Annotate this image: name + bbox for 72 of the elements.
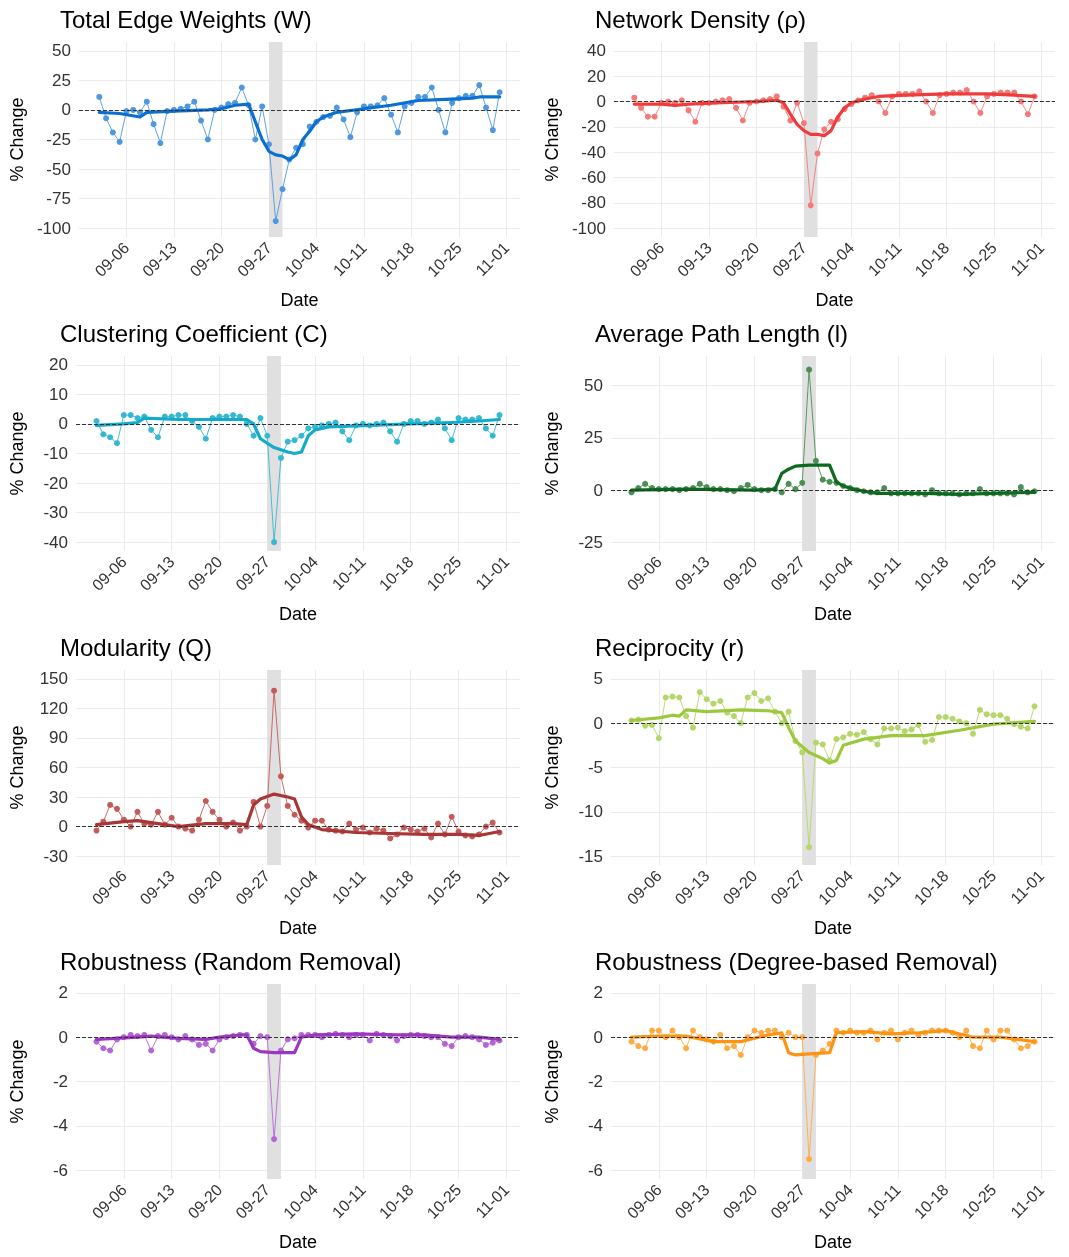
x-axis-title: Date: [813, 918, 853, 938]
y-tick-label: -20: [43, 473, 68, 493]
y-tick-label: -4: [587, 1116, 603, 1136]
y-axis-title: % Change: [542, 97, 562, 182]
y-tick-label: -2: [52, 1072, 68, 1091]
y-tick-label: 25: [52, 70, 71, 90]
y-tick-label: 25: [584, 428, 603, 448]
y-tick-label: -100: [36, 218, 71, 238]
y-tick-label: -25: [46, 130, 71, 149]
y-tick-label: -30: [43, 503, 68, 523]
y-tick-label: 0: [61, 100, 71, 120]
x-axis-title: Date: [278, 918, 318, 938]
y-tick-label: 0: [58, 414, 68, 434]
y-axis-title: % Change: [7, 411, 27, 496]
y-tick-label: 0: [593, 1027, 603, 1047]
y-tick-label: -10: [43, 444, 68, 463]
y-tick-label: 0: [593, 713, 603, 733]
y-tick-label: -60: [581, 167, 606, 187]
y-tick-label: -15: [578, 846, 603, 866]
y-tick-label: 20: [49, 355, 68, 375]
chart-title: Robustness (Degree-based Removal): [595, 947, 998, 975]
y-tick-label: -20: [581, 117, 606, 137]
y-axis-title: % Change: [7, 97, 27, 182]
y-tick-label: 50: [584, 375, 603, 395]
y-axis-title: % Change: [7, 1039, 27, 1124]
y-tick-label: -6: [52, 1160, 68, 1180]
chart-title: Modularity (Q): [60, 633, 213, 661]
y-tick-label: 50: [52, 41, 71, 61]
chart-title: Average Path Length (l): [595, 319, 849, 347]
x-axis-title: Date: [278, 1232, 318, 1252]
y-tick-label: -30: [43, 846, 68, 866]
y-tick-label: 90: [49, 728, 68, 748]
y-tick-label: 0: [596, 92, 606, 112]
chart-title: Network Density (ρ): [595, 5, 807, 33]
y-tick-label: 0: [58, 1027, 68, 1047]
y-tick-label: 120: [39, 698, 68, 718]
y-tick-label: 40: [587, 41, 606, 61]
y-tick-label: -50: [46, 159, 71, 179]
y-tick-label: 0: [58, 817, 68, 837]
y-tick-label: -75: [46, 189, 71, 209]
y-tick-label: 2: [58, 983, 68, 1003]
x-axis-title: Date: [813, 604, 853, 624]
y-tick-label: -80: [581, 193, 606, 213]
y-tick-label: -10: [578, 802, 603, 822]
y-tick-label: 30: [49, 787, 68, 807]
x-axis-title: Date: [815, 290, 854, 310]
y-axis-title: % Change: [542, 411, 562, 496]
y-tick-label: -5: [587, 758, 603, 777]
y-tick-label: -6: [587, 1160, 603, 1180]
x-axis-title: Date: [278, 604, 318, 624]
y-tick-label: 5: [593, 669, 603, 689]
y-tick-label: -25: [578, 533, 603, 553]
y-tick-label: 10: [49, 384, 68, 404]
y-tick-label: 2: [593, 983, 603, 1003]
y-tick-label: -100: [571, 218, 606, 238]
y-axis-title: % Change: [7, 725, 27, 810]
chart-title: Robustness (Random Removal): [60, 947, 402, 975]
y-tick-label: 0: [593, 480, 603, 500]
y-axis-title: % Change: [542, 725, 562, 810]
y-tick-label: -40: [43, 532, 68, 552]
x-axis-title: Date: [813, 1232, 853, 1252]
y-axis-title: % Change: [542, 1039, 562, 1124]
y-tick-label: -40: [581, 142, 606, 162]
y-tick-label: -4: [52, 1116, 68, 1136]
y-tick-label: 60: [49, 758, 68, 777]
y-tick-label: 20: [587, 66, 606, 86]
y-tick-label: -2: [587, 1072, 603, 1091]
y-tick-label: 150: [39, 669, 68, 689]
chart-title: Reciprocity (r): [595, 633, 745, 661]
chart-title: Total Edge Weights (W): [60, 5, 312, 33]
chart-title: Clustering Coefficient (C): [60, 319, 328, 347]
x-axis-title: Date: [280, 290, 319, 310]
